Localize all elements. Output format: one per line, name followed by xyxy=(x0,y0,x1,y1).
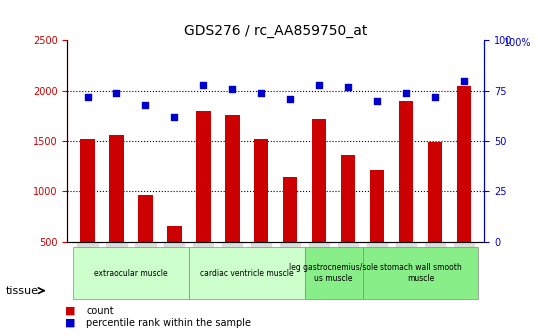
Point xyxy=(170,114,179,120)
Bar xyxy=(80,139,95,292)
Text: tissue: tissue xyxy=(5,286,38,296)
Point xyxy=(402,90,410,95)
Bar xyxy=(109,135,124,292)
Bar xyxy=(341,155,356,292)
Point xyxy=(112,90,121,95)
Text: count: count xyxy=(86,306,114,316)
Text: ■: ■ xyxy=(65,306,75,316)
FancyBboxPatch shape xyxy=(363,247,478,299)
Point xyxy=(83,94,92,99)
Text: cardiac ventricle muscle: cardiac ventricle muscle xyxy=(200,269,294,278)
Y-axis label: 100%: 100% xyxy=(504,38,532,48)
Bar xyxy=(312,119,327,292)
Point xyxy=(141,102,150,108)
Text: percentile rank within the sample: percentile rank within the sample xyxy=(86,318,251,328)
Text: stomach wall smooth
muscle: stomach wall smooth muscle xyxy=(380,263,462,283)
FancyBboxPatch shape xyxy=(73,247,189,299)
Bar xyxy=(254,139,268,292)
Point xyxy=(228,86,237,91)
FancyBboxPatch shape xyxy=(189,247,305,299)
Bar xyxy=(428,142,442,292)
Point xyxy=(257,90,266,95)
Point xyxy=(459,78,468,83)
Bar xyxy=(283,177,298,292)
Bar xyxy=(457,86,471,292)
Bar xyxy=(138,195,153,292)
Point xyxy=(431,94,440,99)
Point xyxy=(286,96,294,101)
Bar xyxy=(225,115,239,292)
Point xyxy=(373,98,381,103)
Point xyxy=(315,82,323,87)
Point xyxy=(199,82,208,87)
Title: GDS276 / rc_AA859750_at: GDS276 / rc_AA859750_at xyxy=(184,24,367,38)
FancyBboxPatch shape xyxy=(305,247,363,299)
Bar xyxy=(370,170,384,292)
Bar xyxy=(167,226,182,292)
Bar xyxy=(399,101,413,292)
Point xyxy=(344,84,352,89)
Text: leg gastrocnemius/sole
us muscle: leg gastrocnemius/sole us muscle xyxy=(289,263,378,283)
Text: extraocular muscle: extraocular muscle xyxy=(94,269,168,278)
Bar xyxy=(196,111,210,292)
Text: ■: ■ xyxy=(65,318,75,328)
